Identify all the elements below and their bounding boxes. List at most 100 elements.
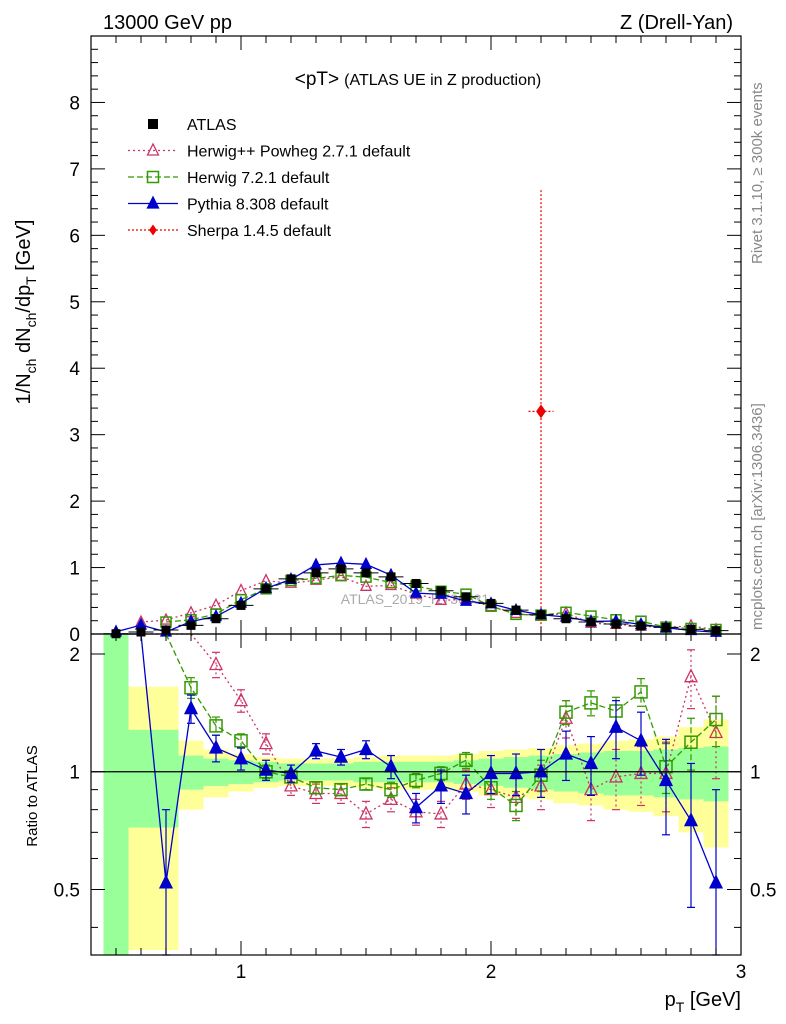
ratio-y-axis-label: Ratio to ATLAS (24, 745, 41, 846)
band-inner (178, 755, 204, 790)
marker (409, 773, 423, 788)
marker (358, 805, 374, 820)
data-marker (586, 617, 596, 627)
marker (309, 557, 323, 570)
ylabel-b: dN (13, 327, 35, 358)
ylabel-sub3: T (23, 276, 39, 285)
legend-label: Herwig 7.2.1 default (187, 170, 330, 187)
marker (334, 782, 348, 797)
data-marker (261, 584, 271, 594)
band-inner (128, 729, 154, 828)
marker (608, 768, 624, 783)
marker (383, 790, 399, 806)
data-marker (361, 568, 371, 578)
legend-label: Pythia 8.308 default (187, 197, 329, 214)
marker (584, 696, 598, 710)
y-tick-label: 3 (69, 426, 80, 447)
y-tick-label: 4 (69, 359, 80, 380)
ylabel-c: /dp (13, 285, 35, 313)
data-marker (511, 605, 521, 615)
ylabel-sub1: ch (23, 359, 39, 374)
data-marker (411, 579, 421, 589)
data-marker (311, 568, 321, 578)
data-marker (211, 614, 221, 624)
marker (409, 585, 423, 598)
data-marker (536, 610, 546, 620)
marker (533, 763, 549, 778)
marker (709, 712, 723, 727)
marker (184, 680, 198, 695)
marker (149, 224, 157, 236)
marker (209, 597, 223, 610)
marker (359, 556, 373, 569)
title-suffix: (ATLAS UE in Z production) (344, 72, 541, 89)
marker (459, 753, 473, 768)
marker (158, 874, 174, 889)
legend-label: ATLAS (187, 117, 237, 134)
x-tick-label: 3 (736, 962, 747, 983)
data-marker (236, 600, 246, 610)
ratio-tick-label-left: 0.5 (54, 880, 80, 901)
marker (333, 785, 349, 800)
marker (233, 692, 249, 707)
marker (558, 745, 574, 760)
marker (483, 765, 499, 780)
marker (658, 772, 674, 787)
x-tick-label: 1 (236, 962, 247, 983)
data-marker (336, 564, 346, 574)
series-3 (528, 190, 554, 633)
marker (433, 805, 449, 820)
marker (508, 765, 524, 780)
legend-label: Sherpa 1.4.5 default (187, 223, 332, 240)
marker (633, 765, 649, 780)
series-2 (109, 555, 723, 637)
marker (208, 739, 224, 754)
y-axis-label: 1/Nch dNch/dpT [GeV] (13, 220, 39, 405)
marker (434, 592, 448, 605)
y-tick-label: 7 (69, 160, 80, 181)
y-tick-label: 0 (69, 625, 80, 646)
marker (536, 404, 546, 419)
marker (458, 785, 474, 800)
ratio-tick-label-right: 1 (750, 763, 761, 784)
marker (308, 742, 324, 757)
marker (509, 798, 523, 813)
marker (384, 577, 398, 591)
ratio-tick-label-left: 1 (69, 763, 80, 784)
data-marker (436, 586, 446, 596)
data-marker (286, 574, 296, 584)
marker (308, 785, 324, 800)
marker (483, 781, 499, 796)
marker (583, 755, 599, 770)
data-marker (461, 592, 471, 602)
marker (183, 700, 199, 715)
marker (233, 750, 249, 765)
marker (683, 812, 699, 827)
xlabel-sub: T (676, 999, 685, 1015)
marker (359, 578, 373, 591)
marker (146, 142, 160, 156)
data-marker (186, 620, 196, 630)
chart-title: <pT> (ATLAS UE in Z production) (295, 69, 541, 90)
ylabel-unit: [GeV] (13, 220, 35, 277)
marker (634, 685, 648, 699)
main-panel-series (103, 190, 729, 639)
data-marker (486, 598, 496, 608)
ratio-line (141, 633, 717, 815)
marker (608, 718, 624, 733)
marker (433, 777, 449, 792)
marker (358, 741, 374, 756)
marker (359, 777, 373, 791)
marker (384, 782, 398, 797)
y-tick-label: 6 (69, 226, 80, 247)
band-inner (103, 634, 129, 955)
marker (258, 735, 274, 750)
marker (159, 612, 173, 625)
ylabel-sub2: ch (23, 313, 39, 328)
xlabel-unit: [GeV] (684, 989, 741, 1011)
ratio-tick-label-right: 0.5 (750, 880, 776, 901)
legend: ATLAS Herwig++ Powheg 2.7.1 default Herwig… (128, 117, 411, 240)
marker (408, 799, 424, 814)
data-marker (636, 621, 646, 631)
mcplots-label: mcplots.cern.ch [arXiv:1306.3436] (749, 403, 766, 630)
